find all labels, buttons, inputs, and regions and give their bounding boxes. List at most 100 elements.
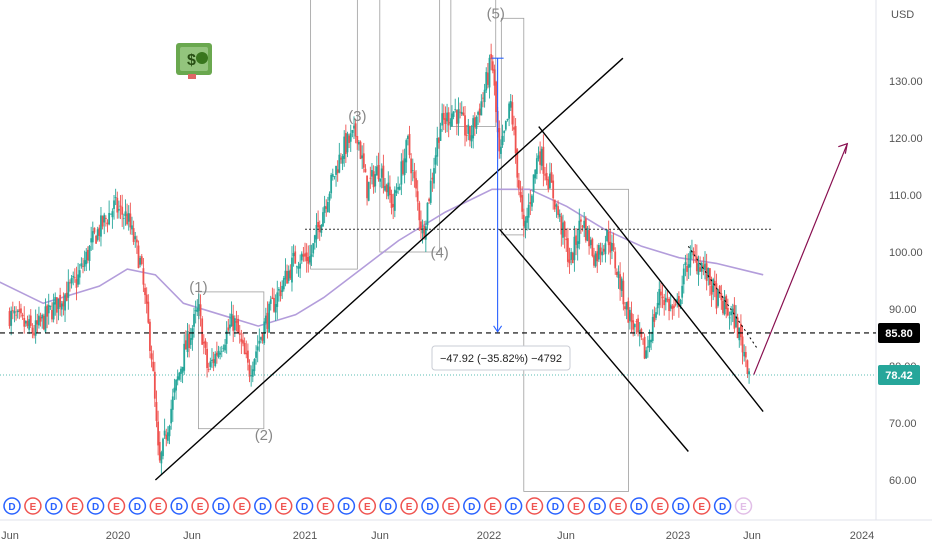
candle-body (356, 136, 359, 144)
candle-body (697, 263, 700, 275)
dividend-marker (170, 497, 188, 515)
candle-body (602, 248, 605, 252)
candle-body (537, 155, 540, 159)
candle-body (104, 217, 107, 220)
candle-body (220, 350, 223, 352)
candle-body (163, 430, 166, 436)
earnings-marker (316, 497, 335, 515)
candle-body (297, 266, 300, 269)
candle-body (555, 204, 558, 207)
candle-body (111, 211, 114, 218)
candle-body (323, 205, 326, 213)
candle-body (594, 253, 597, 267)
candle-body (55, 297, 58, 313)
event-marker-label: D (719, 502, 726, 513)
projection-line (753, 143, 848, 375)
candle-body (655, 312, 657, 318)
candle-body (429, 180, 432, 203)
candle-body (31, 327, 34, 333)
candle-body (676, 298, 679, 304)
candle-body (619, 274, 622, 290)
candle-body (131, 225, 133, 230)
candle-body (540, 148, 543, 166)
x-tick-label: 2021 (293, 530, 317, 542)
candle-body (470, 135, 473, 142)
candle-body (599, 247, 602, 255)
dividend-marker (254, 497, 272, 515)
candle-body (289, 269, 292, 279)
candle-body (235, 321, 238, 323)
event-marker-label: E (615, 502, 622, 513)
candle-body (669, 304, 672, 309)
candle-body (439, 128, 442, 141)
wave-box (500, 17, 525, 236)
candle-body (437, 137, 440, 143)
measure-label: −47.92 (−35.82%) −4792 (440, 353, 562, 365)
candle-body (516, 149, 519, 178)
dividend-marker (45, 497, 63, 515)
candle-body (113, 200, 115, 209)
time-axis[interactable]: Jun 2020 Jun 2021 Jun 2022 Jun 2023 Jun 2024 (1, 530, 874, 542)
candle-body (256, 346, 259, 351)
y-tick-label: 90.00 (889, 304, 917, 316)
candle-body (398, 186, 401, 190)
candle-body (199, 304, 202, 317)
candle-body (309, 256, 311, 263)
dividend-marker (546, 497, 565, 515)
candle-body (287, 270, 290, 281)
event-marker-label: D (259, 502, 266, 513)
candle-body (726, 308, 729, 316)
candle-body (436, 137, 439, 157)
candle-body (142, 268, 145, 285)
candle-body (253, 359, 256, 372)
candle-body (326, 201, 329, 213)
candle-body (704, 263, 706, 271)
candle-body (69, 282, 71, 284)
candle-body (44, 306, 47, 332)
candle-body (741, 336, 744, 353)
measure-box (431, 345, 571, 371)
candle-body (229, 324, 231, 329)
candle-body (183, 343, 186, 371)
candle-body (248, 364, 251, 377)
candle-body (47, 304, 50, 314)
earnings-marker (149, 497, 168, 515)
candle-body (460, 111, 463, 115)
candle-body (266, 312, 269, 329)
candle-body (521, 195, 524, 212)
candle-body (583, 220, 586, 229)
candle-body (620, 278, 623, 291)
event-marker-label: E (448, 502, 455, 513)
candle-body (730, 311, 733, 316)
candle-body (188, 333, 191, 348)
candle-body (255, 351, 257, 358)
dividend-marker (3, 497, 21, 515)
price-axis[interactable]: 130.00120.00110.00100.0090.0080.0070.006… (878, 9, 923, 487)
candle-body (100, 215, 102, 237)
earnings-marker (65, 497, 84, 515)
candle-body (457, 109, 460, 124)
candle-body (650, 339, 653, 343)
candle-body (121, 206, 124, 215)
candle-body (279, 290, 282, 297)
earnings-marker (651, 497, 669, 515)
candle-body (28, 319, 31, 330)
trendline-channel-upper (538, 126, 764, 413)
candle-body (671, 306, 674, 310)
candle-body (418, 202, 421, 221)
candle-body (454, 109, 457, 110)
candle-body (83, 260, 86, 267)
candle-body (718, 286, 721, 294)
candle-body (420, 221, 422, 230)
event-marker-label: D (426, 502, 433, 513)
candle-body (609, 241, 612, 253)
candle-body (77, 274, 80, 285)
candle-body (317, 221, 319, 228)
candle-body (485, 72, 488, 91)
event-marker-label: D (677, 502, 684, 513)
candle-body (331, 174, 334, 177)
x-tick-label: 2020 (106, 530, 130, 542)
reference-price-label: 85.80 (885, 328, 913, 340)
candle-body (617, 271, 620, 279)
